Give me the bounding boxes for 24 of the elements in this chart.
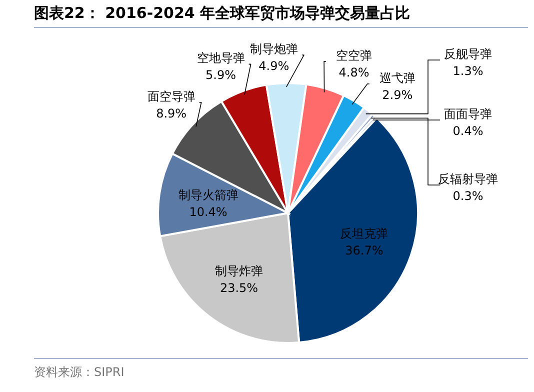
data-label: 5.9% [206, 68, 236, 82]
data-label: 23.5% [220, 281, 258, 296]
data-label: 4.8% [338, 65, 370, 80]
slice-label: 巡弋弹 [379, 70, 416, 85]
data-label: 0.4% [452, 124, 484, 138]
data-label: 1.3% [452, 64, 484, 78]
text: 资料来源：SIPRI [34, 364, 124, 381]
slice-label: 制导炸弹 [215, 264, 264, 278]
slice-label: 空空弹 [336, 48, 372, 62]
data-label: 0.3% [452, 189, 484, 203]
data-label: 36.7% [345, 243, 384, 258]
slice-label: 反舰导弹 [444, 47, 492, 61]
slice-label: 面空导弹 [147, 89, 196, 104]
slice-label: 空地导弹 [196, 51, 245, 66]
slice-label: 反辐射导弹 [438, 172, 498, 186]
data-label: 8.9% [156, 106, 187, 120]
slice-label: 制导炮弹 [250, 42, 298, 56]
slice-label: 反坦克弹 [340, 226, 388, 240]
data-label: 4.9% [258, 59, 290, 74]
slice-label: 制导火箭弹 [178, 188, 238, 202]
data-label: 10.4% [189, 205, 228, 220]
chart-title: 图表22： 2016-2024 年全球军贸市场导弹交易量占比 [34, 4, 410, 23]
slice-label: 面面导弹 [444, 107, 492, 121]
data-label: 2.9% [382, 88, 413, 102]
